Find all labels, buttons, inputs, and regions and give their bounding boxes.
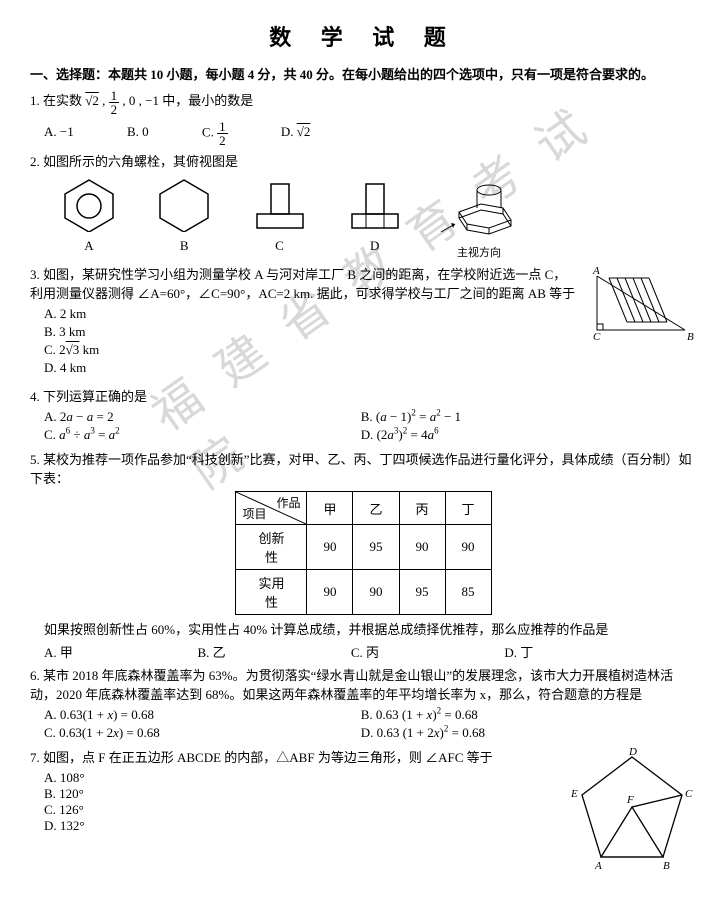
question-2: 2. 如图所示的六角螺栓，其俯视图是	[30, 151, 697, 170]
q1-opt-b: B. 0	[127, 124, 149, 140]
q4-opt-c: C. a6 ÷ a3 = a2	[44, 427, 357, 443]
q4-opt-b: B. (a − 1)2 = a2 − 1	[361, 409, 674, 425]
q5-col-1: 甲	[307, 492, 353, 525]
question-5: 5. 某校为推荐一项作品参加“科技创新”比赛，对甲、乙、丙、丁四项候选作品进行量…	[30, 449, 697, 487]
question-4: 4. 下列运算正确的是	[30, 386, 697, 405]
svg-text:A: A	[592, 265, 600, 277]
svg-text:F: F	[626, 794, 634, 806]
q2-label-view: 主视方向	[439, 244, 519, 260]
q2-fig-d: D	[344, 176, 406, 254]
question-3: A B C 3. 如图，某研究性学习小组为测量学校 A 与河对岸工厂 B 之间的…	[30, 264, 697, 382]
q2-label-d: D	[344, 238, 406, 254]
q2-figures: A B C D 主视方向	[58, 176, 697, 260]
svg-text:D: D	[628, 747, 637, 758]
q3-figure: A B C	[587, 264, 697, 344]
q4-opt-a: A. 2a − a = 2	[44, 409, 357, 425]
svg-text:A: A	[594, 860, 602, 872]
svg-text:C: C	[593, 331, 601, 343]
q2-label-c: C	[249, 238, 311, 254]
q5-col-3: 丙	[399, 492, 445, 525]
q3-opt-d: D. 4 km	[44, 360, 357, 376]
q5-opt-a: A. 甲	[44, 642, 194, 661]
q4-opt-d: D. (2a3)2 = 4a6	[361, 427, 674, 443]
q5-table: 作品 项目 甲 乙 丙 丁 创新性 9095 9090 实用性 9090 958…	[235, 491, 491, 615]
page-title: 数 学 试 题	[30, 20, 697, 52]
svg-text:E: E	[570, 788, 578, 800]
question-7: D C B A E F 7. 如图，点 F 在正五边形 ABCDE 的内部，△A…	[30, 747, 697, 877]
table-row: 创新性 9095 9090	[236, 525, 491, 570]
question-6: 6. 某市 2018 年底森林覆盖率为 63%。为贯彻落实“绿水青山就是金山银山…	[30, 665, 697, 703]
q5-opt-c: C. 丙	[351, 642, 501, 661]
q7-figure: D C B A E F	[567, 747, 697, 877]
q5-col-2: 乙	[353, 492, 399, 525]
q6-opt-c: C. 0.63(1 + 2x) = 0.68	[44, 725, 357, 741]
q1-opt-c: C. 12	[202, 120, 228, 147]
table-row: 实用性 9090 9585	[236, 570, 491, 615]
q1-opt-a: A. −1	[44, 124, 74, 140]
svg-text:B: B	[687, 331, 694, 343]
q1-stem: 1. 在实数 √2 , 12 , 0 , −1 中，最小的数是	[30, 93, 253, 108]
q5-opt-d: D. 丁	[504, 642, 654, 661]
q3-opt-c: C. 2√3 km	[44, 342, 357, 358]
q2-fig-a: A	[58, 176, 120, 254]
q2-fig-main: 主视方向	[439, 176, 519, 260]
q5-table-diag: 作品 项目	[236, 492, 307, 525]
q6-opt-a: A. 0.63(1 + x) = 0.68	[44, 707, 357, 723]
q5-tail: 如果按照创新性占 60%，实用性占 40% 计算总成绩，并根据总成绩择优推荐，那…	[44, 619, 697, 638]
q2-label-b: B	[153, 238, 215, 254]
q5-col-4: 丁	[445, 492, 491, 525]
q2-fig-b: B	[153, 176, 215, 254]
svg-text:C: C	[685, 788, 693, 800]
q2-label-a: A	[58, 238, 120, 254]
q5-opt-b: B. 乙	[197, 642, 347, 661]
q2-fig-c: C	[249, 176, 311, 254]
section-heading: 一、选择题：本题共 10 小题，每小题 4 分，共 40 分。在每小题给出的四个…	[30, 64, 697, 83]
q3-opt-a: A. 2 km	[44, 306, 357, 322]
q1-opt-d: D. √2	[281, 124, 311, 140]
q1-options: A. −1 B. 0 C. 12 D. √2	[44, 120, 697, 147]
q3-opt-b: B. 3 km	[44, 324, 357, 340]
question-1: 1. 在实数 √2 , 12 , 0 , −1 中，最小的数是	[30, 89, 697, 116]
q6-opt-b: B. 0.63 (1 + x)2 = 0.68	[361, 707, 674, 723]
svg-text:B: B	[663, 860, 670, 872]
q6-opt-d: D. 0.63 (1 + 2x)2 = 0.68	[361, 725, 674, 741]
